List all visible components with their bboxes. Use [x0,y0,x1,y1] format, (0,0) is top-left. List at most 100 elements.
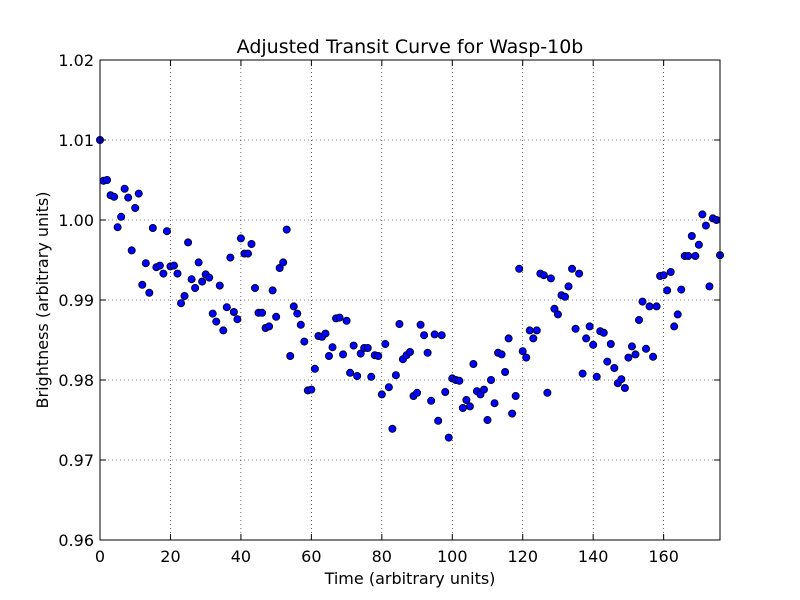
data-point [462,395,471,404]
data-point [455,376,464,385]
data-point [663,286,672,295]
x-axis-label: Time (arbitrary units) [324,569,496,588]
data-point [553,310,562,319]
data-point [113,223,122,232]
data-point [652,302,661,311]
data-point [342,316,351,325]
data-point [279,258,288,267]
data-point [564,282,573,291]
data-point [423,348,432,357]
data-point [606,339,615,348]
data-point [198,277,207,286]
data-point [698,210,707,219]
data-point [268,286,277,295]
data-point [339,350,348,359]
data-point [529,334,538,343]
data-point [110,192,119,201]
data-point [148,223,157,232]
data-point [546,274,555,283]
grid-lines [100,60,720,540]
data-point [194,258,203,267]
data-point [374,351,383,360]
data-point [437,331,446,340]
y-tick-label: 0.96 [58,531,94,550]
y-tick-label: 1.00 [58,211,94,230]
data-point [346,368,355,377]
data-point [141,259,150,268]
data-point [444,433,453,442]
data-point [508,409,517,418]
data-point [525,326,534,335]
data-point [624,353,633,362]
data-point [162,227,171,236]
data-point [236,234,245,243]
data-point [353,371,362,380]
data-point [367,372,376,381]
data-point [296,320,305,329]
x-tick-label: 140 [578,547,609,566]
data-point [427,396,436,405]
data-point [145,288,154,297]
data-point [289,302,298,311]
data-point [705,282,714,291]
y-tick-label: 0.98 [58,371,94,390]
data-point [405,347,414,356]
data-point [659,271,668,280]
data-point [169,261,178,270]
data-point [571,324,580,333]
data-point [384,383,393,392]
data-point [434,416,443,425]
data-point [103,175,112,184]
data-point [568,264,577,273]
data-point [300,337,309,346]
data-point [187,275,196,284]
x-tick-label: 120 [507,547,538,566]
data-point [177,299,186,308]
data-point [272,312,281,321]
data-point [487,375,496,384]
data-point [582,334,591,343]
data-point [585,322,594,331]
data-point [265,322,274,331]
data-point [691,251,700,260]
data-point [212,317,221,326]
data-point [335,313,344,322]
data-point [321,329,330,338]
data-point [638,297,647,306]
data-point [205,273,214,282]
y-tick-label: 1.02 [58,51,94,70]
data-point [610,363,619,372]
data-point [631,350,640,359]
data-point [578,369,587,378]
x-tick-label: 40 [231,547,251,566]
data-point [310,364,319,373]
data-point [603,357,612,366]
data-point [247,239,256,248]
data-point [518,347,527,356]
data-point [515,264,524,273]
data-point [356,349,365,358]
data-point [391,371,400,380]
data-point [677,285,686,294]
data-points [96,135,725,442]
data-point [219,326,228,335]
data-point [363,343,372,352]
data-point [120,184,129,193]
data-point [684,251,693,260]
data-point [490,399,499,408]
data-point [286,351,295,360]
data-point [501,367,510,376]
data-point [539,271,548,280]
data-point [117,212,126,221]
data-point [465,402,474,411]
data-point [381,339,390,348]
data-point [694,240,703,249]
data-point [649,352,658,361]
data-point [138,280,147,289]
data-point [307,385,316,394]
chart-title: Adjusted Transit Curve for Wasp-10b [237,36,584,58]
y-tick-label: 0.99 [58,291,94,310]
data-point [634,315,643,324]
x-tick-label: 80 [372,547,392,566]
